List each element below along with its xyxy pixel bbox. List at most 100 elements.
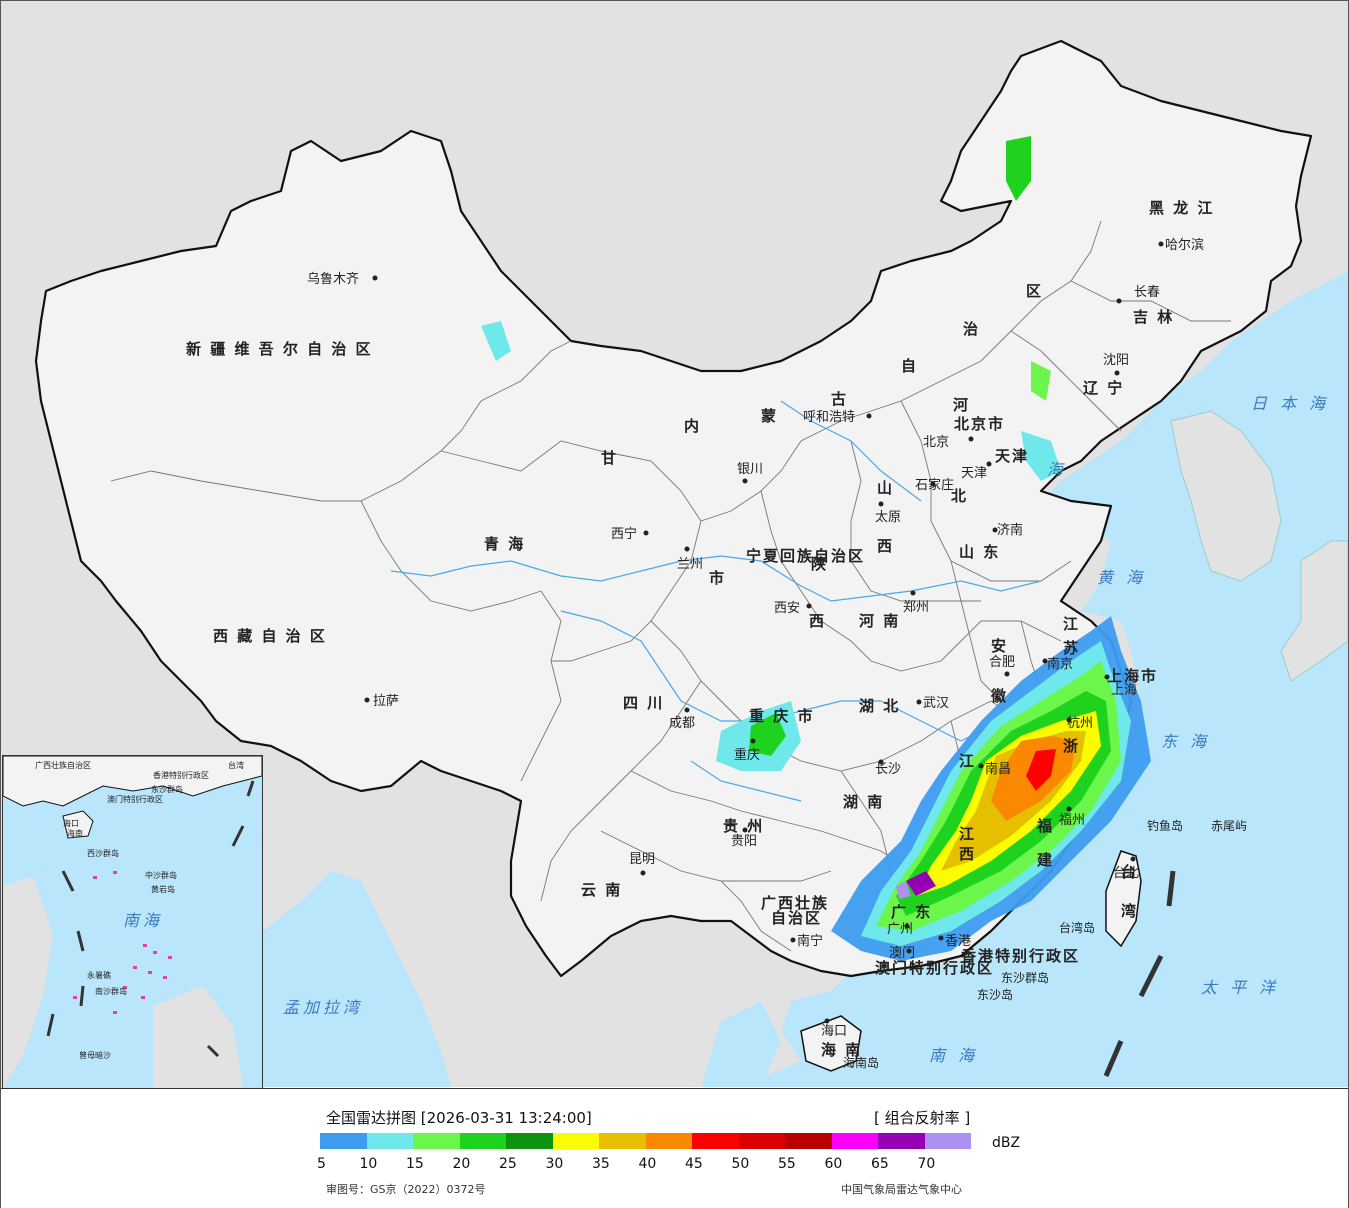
city-dot — [910, 590, 916, 596]
province-label: 天津 — [995, 447, 1029, 465]
color-swatch — [459, 1133, 506, 1149]
province-label: 江 — [1063, 615, 1080, 633]
province-label: 北 — [951, 487, 968, 505]
province-label: 江 — [959, 752, 976, 770]
inset-label: 永暑礁 — [87, 970, 111, 980]
scale-tick-label: 70 — [917, 1156, 936, 1172]
city-dot — [1116, 298, 1122, 304]
color-swatch — [366, 1133, 413, 1149]
city-dot — [806, 603, 812, 609]
color-swatch — [506, 1133, 553, 1149]
sea-label: 黄 海 — [1097, 568, 1146, 587]
scale-tick-label: 20 — [452, 1156, 471, 1172]
city-dot — [1004, 671, 1010, 677]
korea-land — [1170, 410, 1282, 582]
scale-tick-label: 35 — [592, 1156, 610, 1172]
province-label: 西 — [877, 537, 894, 555]
city-label: 北京 — [923, 435, 949, 450]
province-label: 海 南 — [821, 1041, 862, 1059]
city-dot — [372, 275, 378, 281]
city-dot — [938, 935, 944, 941]
approval-number: 审图号：GS京（2022）0372号 — [326, 1183, 486, 1196]
province-label: 自治区 — [771, 909, 822, 927]
legend-product: [ 组合反射率 ] — [874, 1109, 971, 1127]
scale-tick-label: 10 — [359, 1156, 378, 1172]
province-label: 云 南 — [581, 881, 622, 899]
scale-tick-label: 5 — [317, 1156, 326, 1172]
province-label: 辽 宁 — [1083, 379, 1124, 397]
city-label: 拉萨 — [373, 694, 399, 709]
color-swatch — [924, 1133, 971, 1149]
radar-echoes — [481, 136, 1151, 961]
color-swatch — [831, 1133, 878, 1149]
region-label: 香港特别行政区 — [961, 947, 1080, 965]
region-label: 澳门特别行政区 — [875, 959, 994, 977]
province-boundaries — [110, 220, 1231, 952]
city-label: 南宁 — [797, 933, 823, 949]
city-label: 福州 — [1059, 813, 1085, 828]
inset-label: 南沙群岛 — [95, 986, 127, 996]
inset-label: 黄岩岛 — [151, 884, 175, 894]
city-label: 西宁 — [611, 526, 637, 542]
province-label: 甘 — [601, 449, 618, 467]
city-dot — [906, 948, 912, 954]
scale-tick-label: 40 — [638, 1156, 657, 1172]
sea-label: 南 海 — [929, 1046, 978, 1065]
city-dot — [930, 481, 936, 487]
province-label: 黑 龙 江 — [1149, 199, 1214, 217]
province-label: 陕 — [811, 555, 828, 573]
province-label: 自 — [901, 357, 918, 375]
province-label: 苏 — [1063, 639, 1080, 657]
city-dot — [978, 763, 984, 769]
city-dot — [1042, 658, 1048, 664]
sea-label: 东 海 — [1161, 732, 1210, 751]
inset-label: 香港特别行政区 — [153, 770, 209, 780]
city-label: 沈阳 — [1103, 353, 1129, 368]
city-label: 天津 — [961, 466, 987, 481]
province-label: 古 — [831, 390, 848, 408]
legend-panel: 全国雷达拼图 [2026-03-31 13:24:00] [ 组合反射率 ] 5… — [1, 1088, 1348, 1208]
japan-land — [1280, 540, 1348, 682]
inset-label: 西沙群岛 — [87, 848, 119, 858]
city-dot — [1066, 717, 1072, 723]
city-dot — [904, 923, 910, 929]
province-label: 山 — [877, 479, 894, 497]
city-label: 台北 — [1113, 866, 1139, 881]
city-label: 西安 — [774, 601, 800, 616]
city-label: 哈尔滨 — [1165, 237, 1204, 253]
city-label: 郑州 — [903, 600, 929, 615]
province-label: 西 藏 自 治 区 — [213, 627, 327, 645]
city-dot — [1066, 806, 1072, 812]
scale-tick-label: 60 — [824, 1156, 843, 1172]
inset-label: 海口 — [63, 818, 79, 828]
city-dot — [750, 738, 756, 744]
province-label: 青 海 — [484, 535, 525, 553]
city-dot — [878, 759, 884, 765]
island-label: 海南岛 — [843, 1055, 879, 1070]
province-label: 湾 — [1121, 902, 1138, 920]
color-scale-bar — [320, 1133, 971, 1149]
city-dot — [1158, 241, 1164, 247]
province-label: 台 — [1121, 863, 1138, 881]
nine-dash-line — [1103, 870, 1176, 1077]
sea-label: 孟加拉湾 — [283, 998, 363, 1017]
city-label: 济南 — [997, 522, 1023, 538]
province-label: 西 — [959, 845, 976, 863]
scale-tick-label: 30 — [545, 1156, 564, 1172]
unit-label: dBZ — [992, 1135, 1021, 1151]
color-swatch — [320, 1133, 367, 1149]
province-label: 新 疆 维 吾 尔 自 治 区 — [186, 340, 373, 358]
city-dot — [986, 461, 992, 467]
province-label: 宁夏回族自治区 — [746, 547, 865, 565]
taiwan-land — [1105, 850, 1142, 948]
city-dot — [684, 707, 690, 713]
province-label: 治 — [963, 320, 980, 338]
city-dot — [742, 827, 748, 833]
province-label: 建 — [1037, 851, 1054, 869]
city-label: 昆明 — [629, 852, 655, 867]
city-label: 长沙 — [875, 762, 901, 777]
legend-title: 全国雷达拼图 [2026-03-31 13:24:00] — [326, 1109, 592, 1127]
province-label: 四 川 — [623, 694, 664, 712]
